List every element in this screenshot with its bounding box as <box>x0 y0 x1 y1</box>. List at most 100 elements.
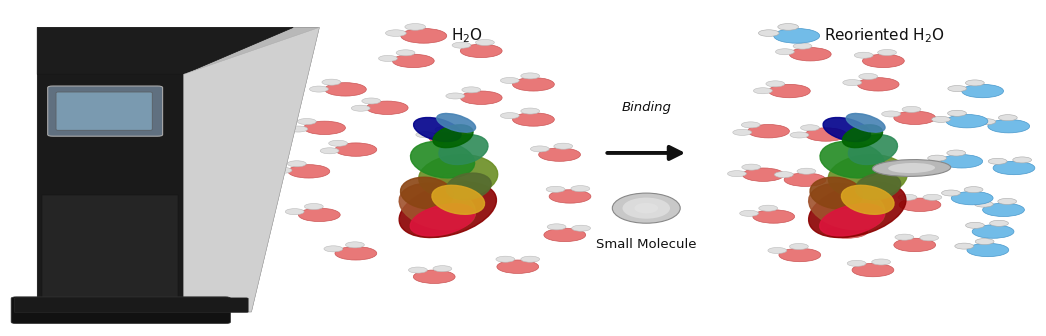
Circle shape <box>947 150 965 156</box>
Circle shape <box>547 224 566 230</box>
Circle shape <box>740 210 758 216</box>
Circle shape <box>452 42 471 48</box>
Circle shape <box>965 222 984 228</box>
Circle shape <box>948 86 967 92</box>
Circle shape <box>500 78 519 84</box>
Ellipse shape <box>842 125 883 148</box>
Circle shape <box>879 172 897 178</box>
Circle shape <box>779 248 821 262</box>
Circle shape <box>951 192 993 205</box>
Circle shape <box>797 168 816 174</box>
Circle shape <box>919 235 938 241</box>
Circle shape <box>401 29 447 43</box>
Circle shape <box>433 266 452 272</box>
Circle shape <box>413 270 455 284</box>
Circle shape <box>902 107 920 112</box>
Circle shape <box>335 143 377 156</box>
Circle shape <box>805 128 847 141</box>
Circle shape <box>544 228 586 242</box>
Polygon shape <box>38 28 293 74</box>
FancyBboxPatch shape <box>12 297 230 324</box>
Circle shape <box>304 204 323 210</box>
Circle shape <box>322 79 341 85</box>
Circle shape <box>530 146 549 152</box>
Text: H$_2$O: H$_2$O <box>451 27 483 45</box>
Circle shape <box>409 267 427 273</box>
Text: Small Molecule: Small Molecule <box>596 238 697 251</box>
Circle shape <box>288 165 329 178</box>
Ellipse shape <box>841 185 894 214</box>
Circle shape <box>521 73 540 79</box>
Circle shape <box>894 238 935 252</box>
Circle shape <box>273 167 292 173</box>
Circle shape <box>878 49 896 55</box>
Circle shape <box>845 220 864 226</box>
Polygon shape <box>43 195 178 308</box>
Circle shape <box>766 81 784 87</box>
Polygon shape <box>38 28 319 312</box>
Circle shape <box>790 244 809 250</box>
Ellipse shape <box>809 183 885 229</box>
Circle shape <box>758 30 779 36</box>
Ellipse shape <box>433 125 473 148</box>
Circle shape <box>993 161 1034 175</box>
Circle shape <box>871 259 890 265</box>
Circle shape <box>821 222 840 228</box>
Circle shape <box>289 126 308 132</box>
Circle shape <box>843 80 862 86</box>
Circle shape <box>894 111 935 125</box>
Ellipse shape <box>410 204 475 236</box>
Circle shape <box>521 256 540 262</box>
Polygon shape <box>183 28 319 312</box>
Circle shape <box>784 173 826 186</box>
Circle shape <box>975 201 994 207</box>
Circle shape <box>774 29 820 43</box>
Circle shape <box>940 155 982 168</box>
Ellipse shape <box>418 155 498 198</box>
Circle shape <box>546 186 565 192</box>
Circle shape <box>496 256 515 262</box>
Circle shape <box>298 208 340 221</box>
Circle shape <box>855 52 873 58</box>
Polygon shape <box>38 74 183 312</box>
Circle shape <box>460 91 502 104</box>
Circle shape <box>982 203 1024 216</box>
Circle shape <box>335 247 377 260</box>
Circle shape <box>964 186 983 193</box>
Ellipse shape <box>634 203 658 213</box>
Circle shape <box>932 116 951 122</box>
Circle shape <box>324 83 366 96</box>
Circle shape <box>855 173 873 179</box>
Circle shape <box>320 148 339 154</box>
Circle shape <box>948 110 967 116</box>
Circle shape <box>396 50 415 56</box>
FancyBboxPatch shape <box>56 92 152 130</box>
Circle shape <box>386 30 406 36</box>
Circle shape <box>362 98 381 104</box>
Ellipse shape <box>410 141 475 178</box>
Circle shape <box>553 143 572 149</box>
Circle shape <box>328 140 347 146</box>
Circle shape <box>497 260 539 274</box>
FancyBboxPatch shape <box>48 86 162 136</box>
Text: Reoriented H$_2$O: Reoriented H$_2$O <box>824 27 945 45</box>
Ellipse shape <box>872 160 951 176</box>
Circle shape <box>972 225 1014 238</box>
Text: Binding: Binding <box>621 101 672 115</box>
Circle shape <box>753 210 795 223</box>
Circle shape <box>774 172 793 178</box>
Circle shape <box>790 132 809 138</box>
Circle shape <box>513 78 554 91</box>
Circle shape <box>429 131 471 144</box>
Ellipse shape <box>810 177 863 209</box>
Circle shape <box>941 190 960 196</box>
Circle shape <box>800 125 819 131</box>
Circle shape <box>988 158 1007 164</box>
Circle shape <box>416 132 435 138</box>
Circle shape <box>351 105 370 111</box>
Circle shape <box>928 155 947 161</box>
Circle shape <box>753 88 772 94</box>
Circle shape <box>998 198 1017 204</box>
Circle shape <box>946 115 987 128</box>
Circle shape <box>288 161 306 167</box>
